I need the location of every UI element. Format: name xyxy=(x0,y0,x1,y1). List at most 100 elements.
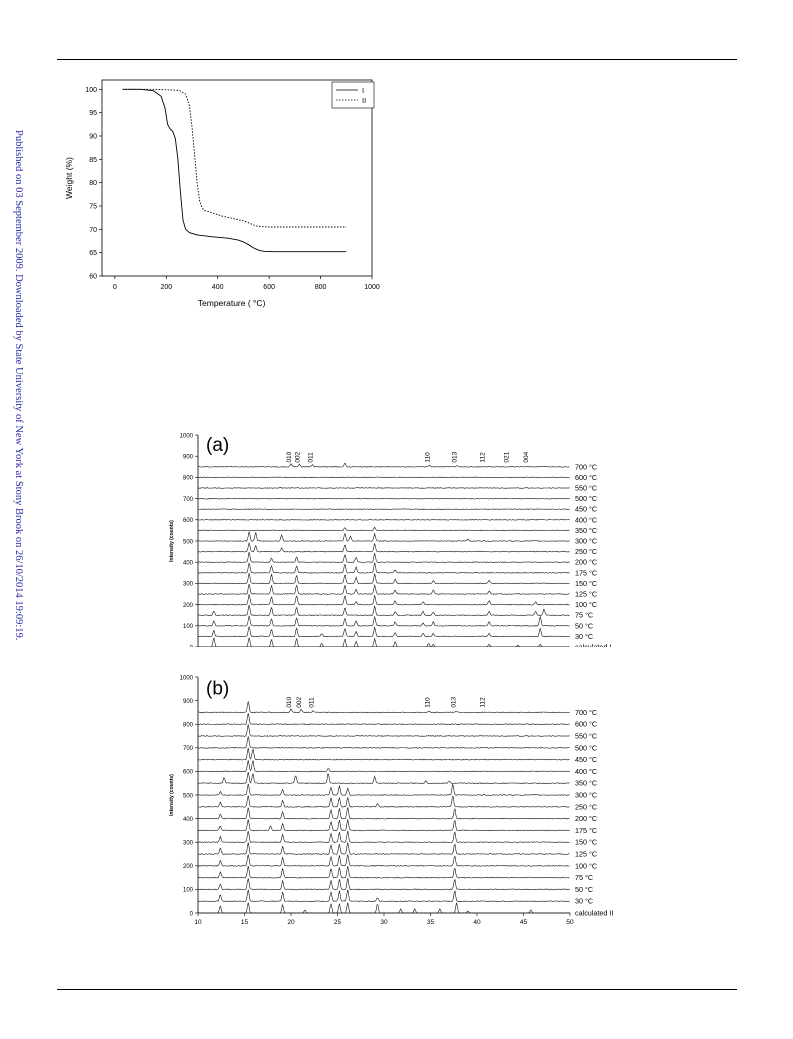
xrd-b-x-tick-label: 15 xyxy=(241,919,249,926)
xrd-a-y-tick-label: 300 xyxy=(183,582,194,588)
tga-x-tick-label: 400 xyxy=(212,284,224,291)
tga-series-I xyxy=(122,88,347,253)
xrd-b-y-tick-label: 100 xyxy=(183,888,194,894)
xrd-b-reflection-label: 112 xyxy=(479,697,486,708)
tga-y-tick-label: 60 xyxy=(89,274,97,281)
xrd-a-trace xyxy=(197,508,570,510)
xrd-a-trace-label: 50 °C xyxy=(575,621,593,630)
xrd-a-y-tick-label: 900 xyxy=(183,455,194,461)
tga-plot-frame xyxy=(101,79,373,277)
xrd-b-reflection-label: 011 xyxy=(308,697,315,708)
xrd-b-trace-label: 500 °C xyxy=(575,743,597,752)
xrd-b-y-tick-label: 300 xyxy=(183,841,194,847)
xrd-b-x-tick-label: 35 xyxy=(427,919,435,926)
xrd-a-trace-label: 75 °C xyxy=(575,611,593,620)
tga-x-axis-label: Temperature ( °C) xyxy=(198,298,266,308)
xrd-a-trace xyxy=(197,463,570,468)
xrd-a-y-axis-label: Intensity (counts) xyxy=(169,520,175,562)
tga-series-II xyxy=(122,88,347,228)
xrd-a-trace xyxy=(198,626,570,638)
xrd-a-y-tick-label: 800 xyxy=(183,476,194,482)
xrd-a-reflection-label: 021 xyxy=(504,451,511,462)
xrd-b-x-tick-label: 40 xyxy=(473,919,481,926)
xrd-b-y-tick-label: 900 xyxy=(183,699,194,705)
xrd-b-trace-label: 300 °C xyxy=(575,791,597,800)
xrd-a-trace xyxy=(197,519,570,521)
xrd-b-trace-label: 125 °C xyxy=(575,850,597,859)
xrd-b-y-tick-label: 700 xyxy=(183,746,194,752)
xrd-a-trace-label: 700 °C xyxy=(575,462,597,471)
xrd-b-y-axis-label: Intensity (counts) xyxy=(169,774,175,816)
xrd-b-y-tick-label: 0 xyxy=(190,911,194,917)
xrd-b-trace xyxy=(197,747,570,761)
xrd-b-reflection-label: 002 xyxy=(296,696,303,707)
tga-y-axis-label: Weight (%) xyxy=(64,157,74,199)
xrd-a-y-tick-label: 0 xyxy=(190,645,194,647)
xrd-b-trace-label: 250 °C xyxy=(575,802,597,811)
xrd-b-trace xyxy=(198,783,570,796)
xrd-b-trace xyxy=(197,807,570,820)
xrd-chart-a: 1015202530354045500100200300400500600700… xyxy=(169,433,611,648)
download-notice: Published on 03 September 2009. Download… xyxy=(4,130,24,670)
xrd-a-trace-label: 100 °C xyxy=(575,600,597,609)
xrd-b-trace xyxy=(197,736,570,749)
xrd-a-trace xyxy=(197,594,570,606)
xrd-a-trace-label: calculated I xyxy=(575,643,611,648)
xrd-b-y-tick-label: 1000 xyxy=(180,675,194,681)
xrd-b-reflection-label: 010 xyxy=(286,696,293,707)
xrd-b-x-tick-label: 45 xyxy=(520,919,528,926)
tga-legend-box xyxy=(331,81,375,109)
xrd-a-y-tick-label: 100 xyxy=(183,624,194,630)
xrd-b-trace xyxy=(198,902,570,914)
tga-chart: 0 200 400 600 800 1000 60 65 70 75 80 85 90 95 100 Temp… xyxy=(64,79,380,308)
xrd-b-trace-label: 600 °C xyxy=(575,720,597,729)
xrd-b-trace-label: 200 °C xyxy=(575,814,597,823)
xrd-b-trace xyxy=(198,842,570,855)
tga-y-tick-label: 80 xyxy=(89,180,97,187)
download-notice-text: Published on 03 September 2009. Download… xyxy=(13,130,24,641)
xrd-a-trace xyxy=(198,526,570,532)
xrd-b-trace-label: 175 °C xyxy=(575,826,597,835)
xrd-a-trace-label: 150 °C xyxy=(575,579,597,588)
xrd-a-trace xyxy=(197,573,570,585)
xrd-a-trace-label: 175 °C xyxy=(575,568,597,577)
xrd-b-x-tick-label: 20 xyxy=(287,919,295,926)
xrd-a-y-tick-label: 500 xyxy=(183,539,194,545)
xrd-a-trace-label: 300 °C xyxy=(575,537,597,546)
xrd-a-trace-label: 600 °C xyxy=(575,473,597,482)
xrd-b-trace-label: 75 °C xyxy=(575,873,593,882)
xrd-b-trace-label: 30 °C xyxy=(575,897,593,906)
xrd-b-x-tick-label: 25 xyxy=(334,919,342,926)
xrd-a-trace-label: 400 °C xyxy=(575,515,597,524)
xrd-b-x-tick-label: 10 xyxy=(194,919,202,926)
tga-y-tick-label: 90 xyxy=(89,134,97,141)
xrd-b-trace xyxy=(198,830,570,843)
tga-y-tick-label: 70 xyxy=(89,227,97,234)
tga-y-tick-label: 100 xyxy=(85,87,97,94)
xrd-b-reflection-label: 013 xyxy=(451,696,458,707)
tga-y-tick-label: 75 xyxy=(89,204,97,211)
tga-x-tick-label: 600 xyxy=(263,284,275,291)
xrd-b-trace-label: 700 °C xyxy=(575,708,597,717)
xrd-b-trace xyxy=(197,878,570,891)
xrd-b-trace xyxy=(198,724,570,737)
tga-x-tick-label: 0 xyxy=(113,284,117,291)
xrd-a-y-tick-label: 200 xyxy=(183,603,194,609)
xrd-a-trace xyxy=(197,497,570,500)
xrd-a-reflection-label: 002 xyxy=(294,451,301,462)
xrd-b-trace-label: 550 °C xyxy=(575,732,597,741)
tga-x-tick-label: 200 xyxy=(160,284,172,291)
xrd-a-y-tick-label: 600 xyxy=(183,518,194,524)
xrd-b-y-tick-label: 400 xyxy=(183,817,194,823)
xrd-a-trace-label: 30 °C xyxy=(575,632,593,641)
xrd-b-trace xyxy=(198,713,570,726)
tga-y-tick-label: 65 xyxy=(89,250,97,257)
xrd-b-y-tick-label: 500 xyxy=(183,793,194,799)
xrd-a-trace-label: 200 °C xyxy=(575,558,597,567)
xrd-a-trace xyxy=(198,637,570,647)
xrd-b-x-tick-label: 50 xyxy=(566,919,574,926)
xrd-b-trace xyxy=(197,854,570,867)
xrd-b-panel-label: (b) xyxy=(206,679,229,700)
tga-legend-label: II xyxy=(362,96,366,105)
xrd-a-trace-label: 125 °C xyxy=(575,590,597,599)
